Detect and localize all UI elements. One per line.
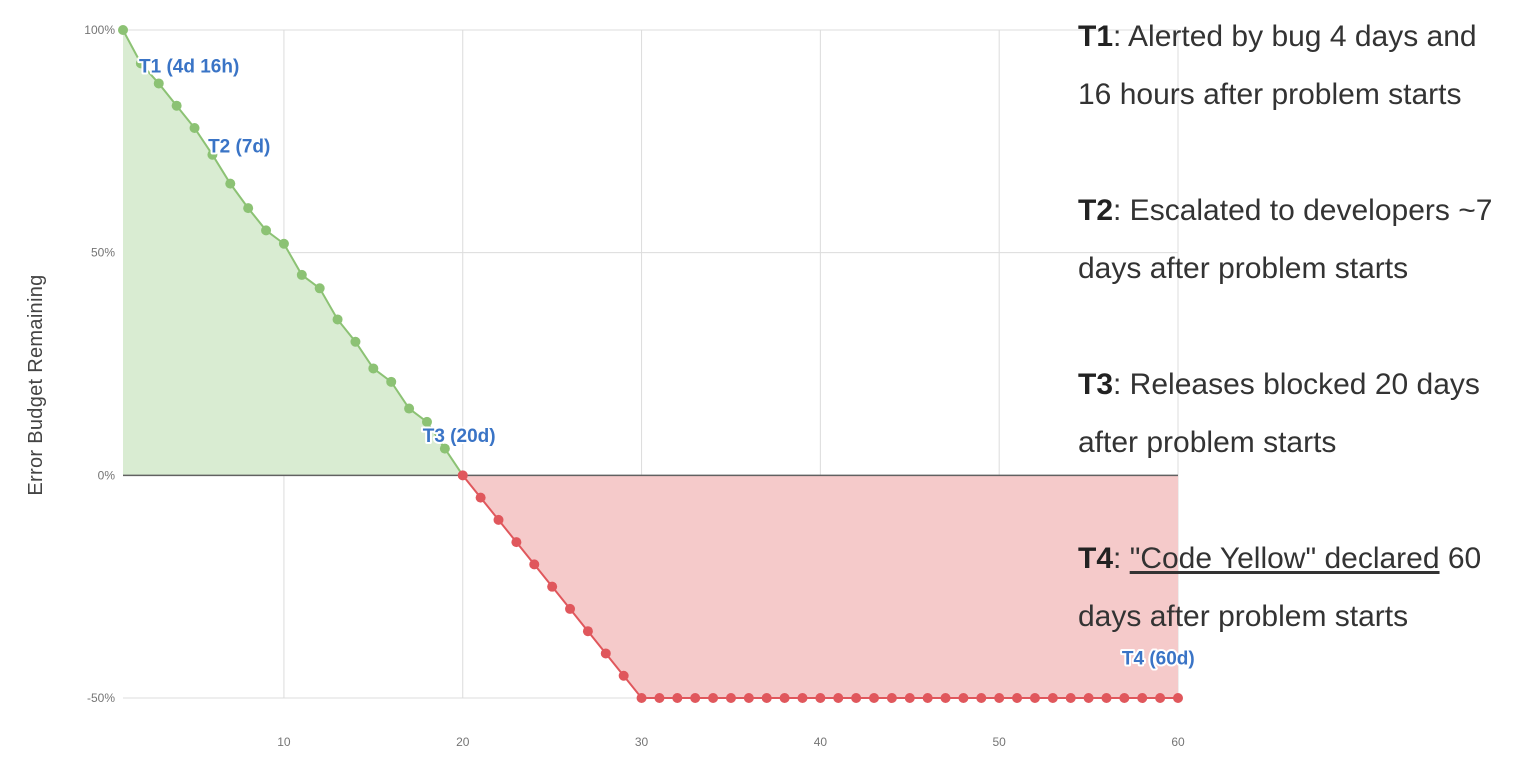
positive-data-point <box>296 269 307 280</box>
negative-data-point <box>547 581 558 592</box>
negative-data-point <box>1012 693 1023 703</box>
negative-data-point <box>565 603 576 614</box>
negative-data-point <box>582 626 593 637</box>
annotations: T1 (4d 16h) T2 (7d) T3 (20d) T4 (60d) <box>137 54 1197 671</box>
positive-data-point <box>368 363 379 374</box>
note-key: T2 <box>1078 194 1114 227</box>
positive-data-point <box>243 203 254 214</box>
negative-data-point <box>1047 693 1058 703</box>
negative-data-point <box>654 693 665 703</box>
positive-data-point <box>153 78 164 89</box>
positive-data-point <box>386 376 397 387</box>
data-points <box>118 25 1183 703</box>
x-tick-label: 30 <box>635 735 649 749</box>
note-key: T4 <box>1078 542 1114 575</box>
note-text: : Releases blocked 20 days after problem… <box>1078 368 1480 459</box>
negative-data-point <box>922 693 933 703</box>
negative-data-point <box>940 693 951 703</box>
positive-data-point <box>350 336 361 347</box>
y-tick-label: -50% <box>87 691 115 705</box>
negative-data-point <box>833 693 844 703</box>
negative-data-point <box>1155 693 1166 703</box>
negative-data-point <box>618 670 629 681</box>
negative-data-point <box>493 514 504 525</box>
x-tick-label: 20 <box>456 735 470 749</box>
x-tick-label: 10 <box>277 735 291 749</box>
negative-data-point <box>1119 693 1130 703</box>
positive-data-point <box>439 443 450 454</box>
negative-data-point <box>1083 693 1094 703</box>
positive-data-point <box>332 314 343 325</box>
milestone-notes: T1: Alerted by bug 4 days and 16 hours a… <box>1078 8 1518 704</box>
note-text: : Escalated to developers ~7 days after … <box>1078 194 1493 285</box>
note-underlined-text: "Code Yellow" declared <box>1129 542 1440 575</box>
axis-tick-labels: 100% 50% 0% -50% 10 20 30 40 50 60 <box>84 23 1185 749</box>
negative-data-point <box>475 492 486 503</box>
negative-data-point <box>457 470 468 481</box>
negative-area <box>462 475 1179 698</box>
positive-data-point <box>171 100 182 111</box>
positive-data-point <box>404 403 415 414</box>
y-tick-label: 50% <box>91 246 115 260</box>
negative-data-point <box>1137 693 1148 703</box>
negative-data-point <box>761 693 772 703</box>
negative-data-point <box>690 693 701 703</box>
positive-data-point <box>135 58 146 69</box>
annotation-label: T4 (60d) <box>1122 649 1195 670</box>
negative-data-point <box>1029 693 1040 703</box>
negative-data-point <box>869 693 880 703</box>
negative-data-point <box>725 693 736 703</box>
positive-data-point <box>207 149 218 160</box>
negative-data-point <box>529 559 540 570</box>
note-t1: T1: Alerted by bug 4 days and 16 hours a… <box>1078 8 1518 124</box>
negative-data-point <box>815 693 826 703</box>
positive-data-point <box>189 122 200 133</box>
negative-data-point <box>851 693 862 703</box>
positive-data-point <box>261 225 272 236</box>
negative-data-point <box>672 693 683 703</box>
note-key: T1 <box>1078 20 1114 53</box>
note-t3: T3: Releases blocked 20 days after probl… <box>1078 356 1518 472</box>
note-text: : <box>1113 542 1130 575</box>
negative-data-point <box>743 693 754 703</box>
y-tick-label: 100% <box>84 23 115 37</box>
note-key: T3 <box>1078 368 1114 401</box>
negative-data-point <box>1173 693 1183 703</box>
negative-data-point <box>886 693 897 703</box>
y-axis-label: Error Budget Remaining <box>25 274 47 495</box>
negative-data-point <box>904 693 915 703</box>
note-text-after: 60 days after problem starts <box>1078 542 1482 633</box>
x-tick-label: 60 <box>1171 735 1185 749</box>
note-t2: T2: Escalated to developers ~7 days afte… <box>1078 182 1518 298</box>
negative-data-point <box>958 693 969 703</box>
note-t4: T4: "Code Yellow" declared 60 days after… <box>1078 530 1518 646</box>
negative-data-point <box>797 693 808 703</box>
note-text: : Alerted by bug 4 days and 16 hours aft… <box>1078 20 1477 111</box>
negative-data-point <box>1101 693 1112 703</box>
negative-data-point <box>976 693 987 703</box>
annotation-label: T3 (20d) <box>423 426 496 447</box>
annotation-label: T1 (4d 16h) <box>139 56 239 77</box>
positive-data-point <box>278 238 289 249</box>
y-tick-label: 0% <box>98 468 116 482</box>
positive-data-point <box>314 283 325 294</box>
annotation-label: T2 (7d) <box>208 136 270 157</box>
x-tick-label: 40 <box>814 735 828 749</box>
positive-area <box>123 30 463 476</box>
negative-data-point <box>708 693 719 703</box>
negative-data-point <box>636 693 647 703</box>
x-tick-label: 50 <box>993 735 1007 749</box>
negative-data-point <box>511 537 522 548</box>
area-fills <box>123 30 1179 698</box>
negative-data-point <box>1065 693 1076 703</box>
positive-data-point <box>421 416 432 427</box>
positive-data-point <box>118 25 128 35</box>
positive-data-point <box>225 178 236 189</box>
negative-data-point <box>779 693 790 703</box>
negative-data-point <box>994 693 1005 703</box>
negative-data-point <box>600 648 611 659</box>
